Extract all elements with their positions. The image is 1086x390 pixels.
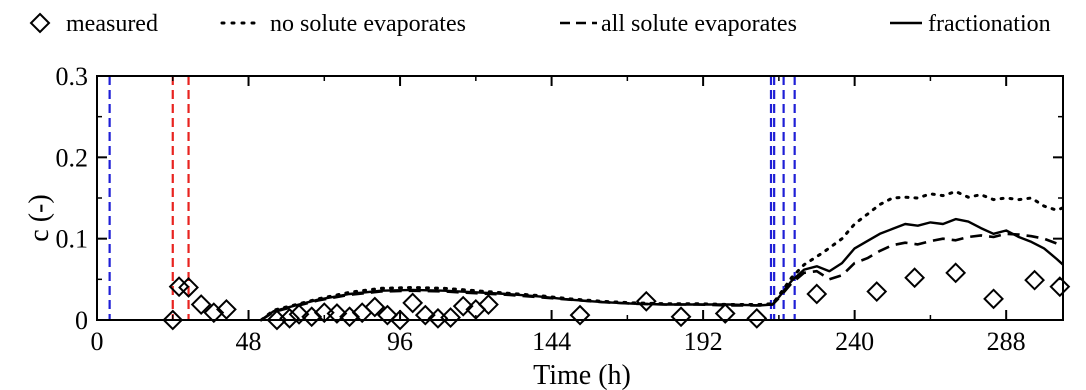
series-line-no-solute-evaporates <box>259 190 1065 322</box>
measured-point <box>377 304 398 326</box>
measured-point <box>670 306 692 328</box>
x-tick-label: 0 <box>91 327 104 356</box>
measured-point <box>279 307 300 329</box>
x-tick-label: 288 <box>987 327 1026 356</box>
y-tick-label: 0.1 <box>56 225 89 254</box>
y-tick-label: 0.3 <box>56 62 89 91</box>
measured-point <box>1024 269 1046 291</box>
measured-point <box>288 303 310 325</box>
measured-point <box>806 283 828 305</box>
y-tick-label: 0.2 <box>56 143 89 172</box>
x-tick-label: 96 <box>387 327 413 356</box>
series-line-fractionation <box>260 217 1064 321</box>
legend-marker-diamond <box>29 12 51 34</box>
y-tick-label: 0 <box>75 306 88 335</box>
measured-point <box>635 290 657 312</box>
plot-area: 0 48 96 144 192 240 288 0 0.1 0.2 0.3 <box>56 62 1071 356</box>
measured-point <box>389 309 411 331</box>
measured-point <box>746 307 768 329</box>
measured-point <box>326 303 348 324</box>
x-axis-label: Time (h) <box>533 360 631 390</box>
legend-item-all-solute-evaporates: all solute evaporates <box>560 11 797 37</box>
y-axis-label: c (-) <box>24 194 55 241</box>
measured-point <box>414 304 436 326</box>
axis-ticks <box>96 75 1063 321</box>
legend: measured no solute evaporates all solute… <box>29 11 1051 37</box>
measured-point <box>402 292 424 314</box>
measured-point <box>162 309 184 331</box>
measured-point <box>168 276 190 298</box>
x-tick-label: 144 <box>532 327 571 356</box>
vertical-markers <box>108 76 796 320</box>
measured-point <box>904 267 926 289</box>
measured-point <box>216 299 237 320</box>
legend-label-all-solute-evaporates: all solute evaporates <box>601 11 797 37</box>
x-tick-label: 192 <box>684 327 723 356</box>
measured-point <box>313 302 335 324</box>
x-tick-labels: 0 48 96 144 192 240 288 <box>91 327 1026 356</box>
legend-label-fractionation: fractionation <box>928 11 1051 37</box>
measured-point <box>1049 276 1071 298</box>
measured-point <box>364 296 386 318</box>
measured-point <box>945 262 967 284</box>
measured-points <box>162 262 1071 331</box>
legend-item-no-solute-evaporates: no solute evaporates <box>220 11 466 37</box>
y-tick-labels: 0 0.1 0.2 0.3 <box>56 62 89 335</box>
series-lines <box>259 190 1065 322</box>
measured-point <box>178 277 199 298</box>
measured-point <box>190 294 212 315</box>
measured-point <box>714 303 736 324</box>
measured-point <box>440 307 461 328</box>
measured-point <box>203 302 225 324</box>
measured-point <box>983 288 1004 310</box>
measured-point <box>866 281 888 302</box>
series-line-all-solute-evaporates <box>260 232 1064 322</box>
legend-label-no-solute-evaporates: no solute evaporates <box>270 11 466 37</box>
x-tick-label: 240 <box>835 327 874 356</box>
measured-point <box>452 295 474 317</box>
legend-item-measured: measured <box>29 11 158 37</box>
legend-item-fractionation: fractionation <box>890 11 1051 37</box>
legend-label-measured: measured <box>66 11 158 37</box>
measured-point <box>478 294 499 315</box>
x-tick-label: 48 <box>236 327 262 356</box>
measured-point <box>569 304 591 326</box>
